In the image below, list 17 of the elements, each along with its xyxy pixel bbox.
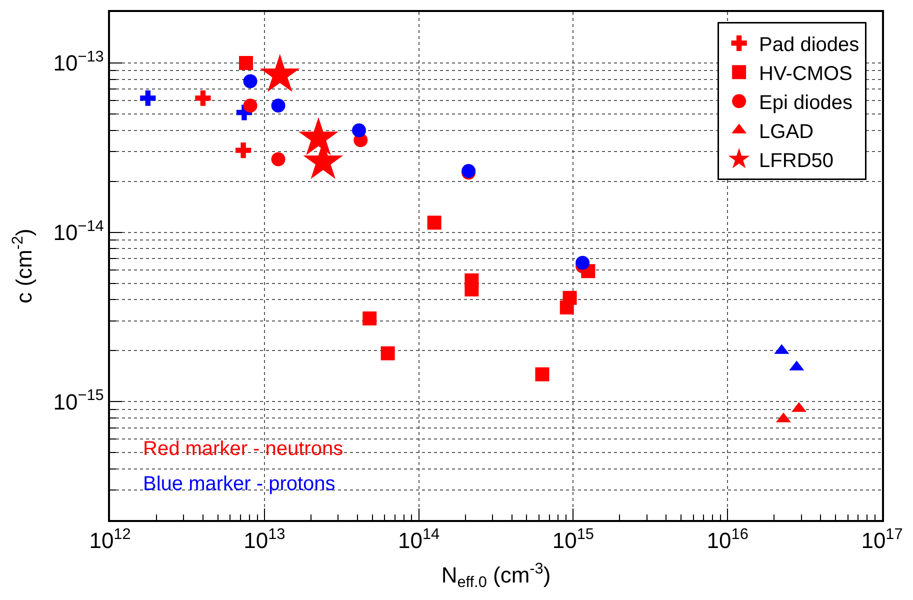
x-tick-label: 10$^{16}$ xyxy=(706,526,748,554)
legend-label: Pad diodes xyxy=(759,34,860,56)
y-tick-label: 10$^{−14}$ xyxy=(53,218,104,246)
x-tick-label: 10$^{14}$ xyxy=(398,526,440,554)
x-tick-label: 10$^{13}$ xyxy=(244,526,286,554)
legend-label: LGAD xyxy=(759,120,814,143)
legend-label: Epi diodes xyxy=(759,92,852,114)
legend-label: HV-CMOS xyxy=(759,62,852,85)
x-axis-title: N$_{eff.0}$ (cm$^{-3}$) xyxy=(441,560,551,592)
y-tick-label: 10$^{−15}$ xyxy=(53,387,104,414)
legend-label: LFRD50 xyxy=(759,150,834,172)
x-tick-label: 10$^{17}$ xyxy=(861,526,903,554)
y-tick-label: 10$^{−13}$ xyxy=(53,48,104,76)
x-tick-label: 10$^{12}$ xyxy=(89,526,131,554)
annotation: Blue marker - protons xyxy=(143,473,336,495)
x-tick-label: 10$^{15}$ xyxy=(552,526,594,554)
annotation: Red marker - neutrons xyxy=(143,438,344,460)
